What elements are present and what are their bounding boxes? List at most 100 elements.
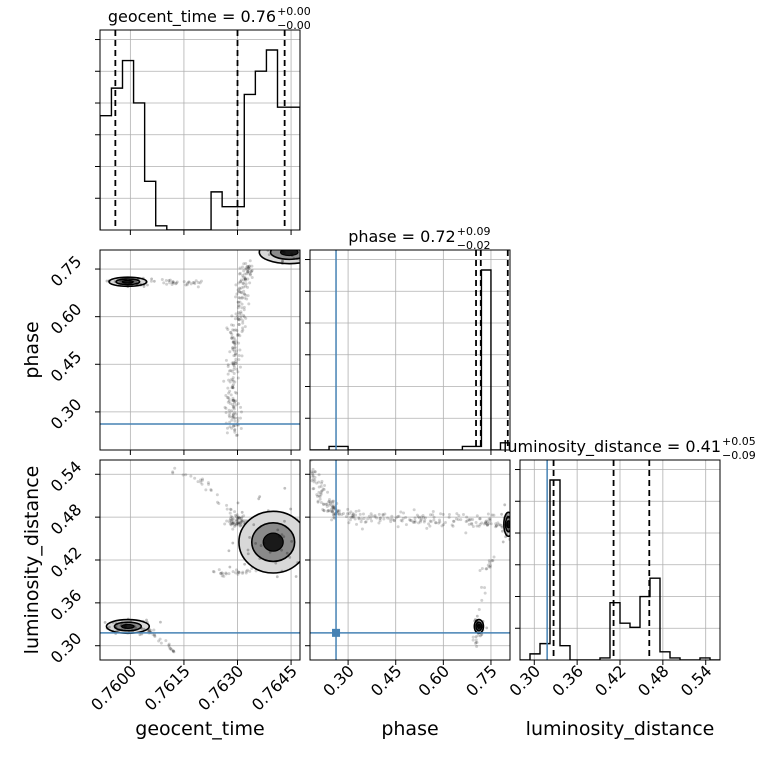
sample-point	[234, 328, 238, 332]
sample-point	[230, 332, 234, 336]
sample-point	[327, 503, 331, 507]
sample-point	[232, 401, 236, 405]
sample-point	[231, 384, 235, 388]
sample-point	[465, 519, 469, 523]
sample-point	[230, 415, 234, 419]
sample-point	[237, 341, 241, 345]
sample-point	[400, 519, 404, 523]
sample-point	[312, 487, 316, 491]
sample-point	[239, 278, 243, 282]
sample-point	[221, 572, 225, 576]
sample-point	[228, 350, 232, 354]
sample-point	[237, 333, 241, 337]
sample-point	[185, 283, 189, 287]
sample-point	[319, 484, 323, 488]
sample-point	[409, 518, 413, 522]
sample-point	[413, 516, 417, 520]
sample-point	[231, 362, 235, 366]
sample-point	[236, 376, 240, 380]
sample-point	[313, 475, 317, 479]
sample-point	[242, 514, 246, 518]
sample-point	[478, 627, 481, 631]
sample-point	[237, 281, 241, 285]
sample-point	[289, 507, 293, 511]
sample-point	[319, 492, 323, 496]
sample-point	[227, 397, 231, 401]
sample-point	[483, 591, 487, 595]
sample-point	[485, 567, 489, 571]
title-plus: +0.05	[722, 435, 756, 448]
sample-point	[223, 522, 227, 526]
sample-point	[478, 569, 482, 573]
sample-point	[124, 277, 128, 281]
sample-point	[404, 523, 408, 527]
sample-point	[455, 512, 459, 516]
sample-point	[491, 559, 495, 563]
sample-point	[229, 508, 233, 512]
sample-point	[262, 541, 266, 545]
sample-point	[440, 524, 444, 528]
sample-point	[229, 393, 233, 397]
sample-point	[269, 245, 272, 248]
sample-point	[120, 280, 124, 284]
sample-point	[117, 628, 120, 632]
sample-point	[129, 280, 133, 284]
sample-point	[238, 365, 242, 369]
sample-point	[320, 489, 324, 493]
sample-point	[484, 567, 488, 571]
sample-point	[482, 522, 486, 526]
sample-point	[223, 405, 227, 409]
sample-point	[240, 265, 244, 269]
sample-point	[228, 565, 232, 569]
sample-point	[233, 317, 237, 321]
sample-point	[475, 621, 479, 625]
sample-point	[231, 379, 235, 383]
sample-point	[244, 519, 248, 523]
sample-point	[474, 624, 478, 627]
x-tick-label: 0.7615	[141, 661, 194, 714]
sample-point	[103, 620, 107, 624]
sample-point	[152, 279, 156, 283]
sample-point	[317, 494, 321, 498]
sample-point	[239, 426, 243, 430]
y-tick-label: 0.36	[47, 586, 86, 625]
sample-point	[231, 385, 235, 389]
sample-point	[259, 544, 263, 547]
sample-point	[232, 524, 236, 528]
sample-point	[227, 378, 231, 382]
sample-point	[237, 323, 241, 327]
sample-point	[233, 342, 237, 346]
sample-point	[227, 572, 231, 576]
sample-point	[311, 470, 315, 474]
sample-point	[234, 515, 238, 519]
sample-point	[242, 308, 246, 312]
sample-point	[224, 411, 228, 415]
sample-point	[401, 516, 405, 520]
sample-point	[357, 517, 361, 521]
sample-point	[432, 515, 436, 519]
sample-point	[487, 521, 491, 525]
x-tick-label: 0.54	[677, 661, 716, 700]
sample-point	[107, 625, 111, 629]
sample-point	[231, 527, 235, 531]
sample-point	[504, 535, 508, 539]
sample-point	[233, 342, 237, 346]
sample-point	[227, 549, 231, 553]
sample-point	[242, 519, 246, 523]
sample-point	[231, 340, 235, 344]
sample-point	[235, 513, 239, 517]
mode2-contour-inner	[279, 250, 299, 257]
sample-point	[488, 517, 492, 521]
sample-point	[235, 292, 239, 296]
sample-point	[304, 470, 307, 473]
sample-point	[168, 647, 172, 651]
sample-point	[115, 629, 119, 633]
sample-point	[318, 495, 322, 499]
sample-point	[237, 296, 241, 300]
scatter-panel-geocent_time-vs-phase	[100, 245, 300, 450]
sample-point	[349, 515, 353, 519]
sample-point	[326, 509, 330, 513]
sample-point	[390, 517, 394, 521]
sample-point	[185, 281, 189, 285]
sample-point	[124, 278, 127, 282]
